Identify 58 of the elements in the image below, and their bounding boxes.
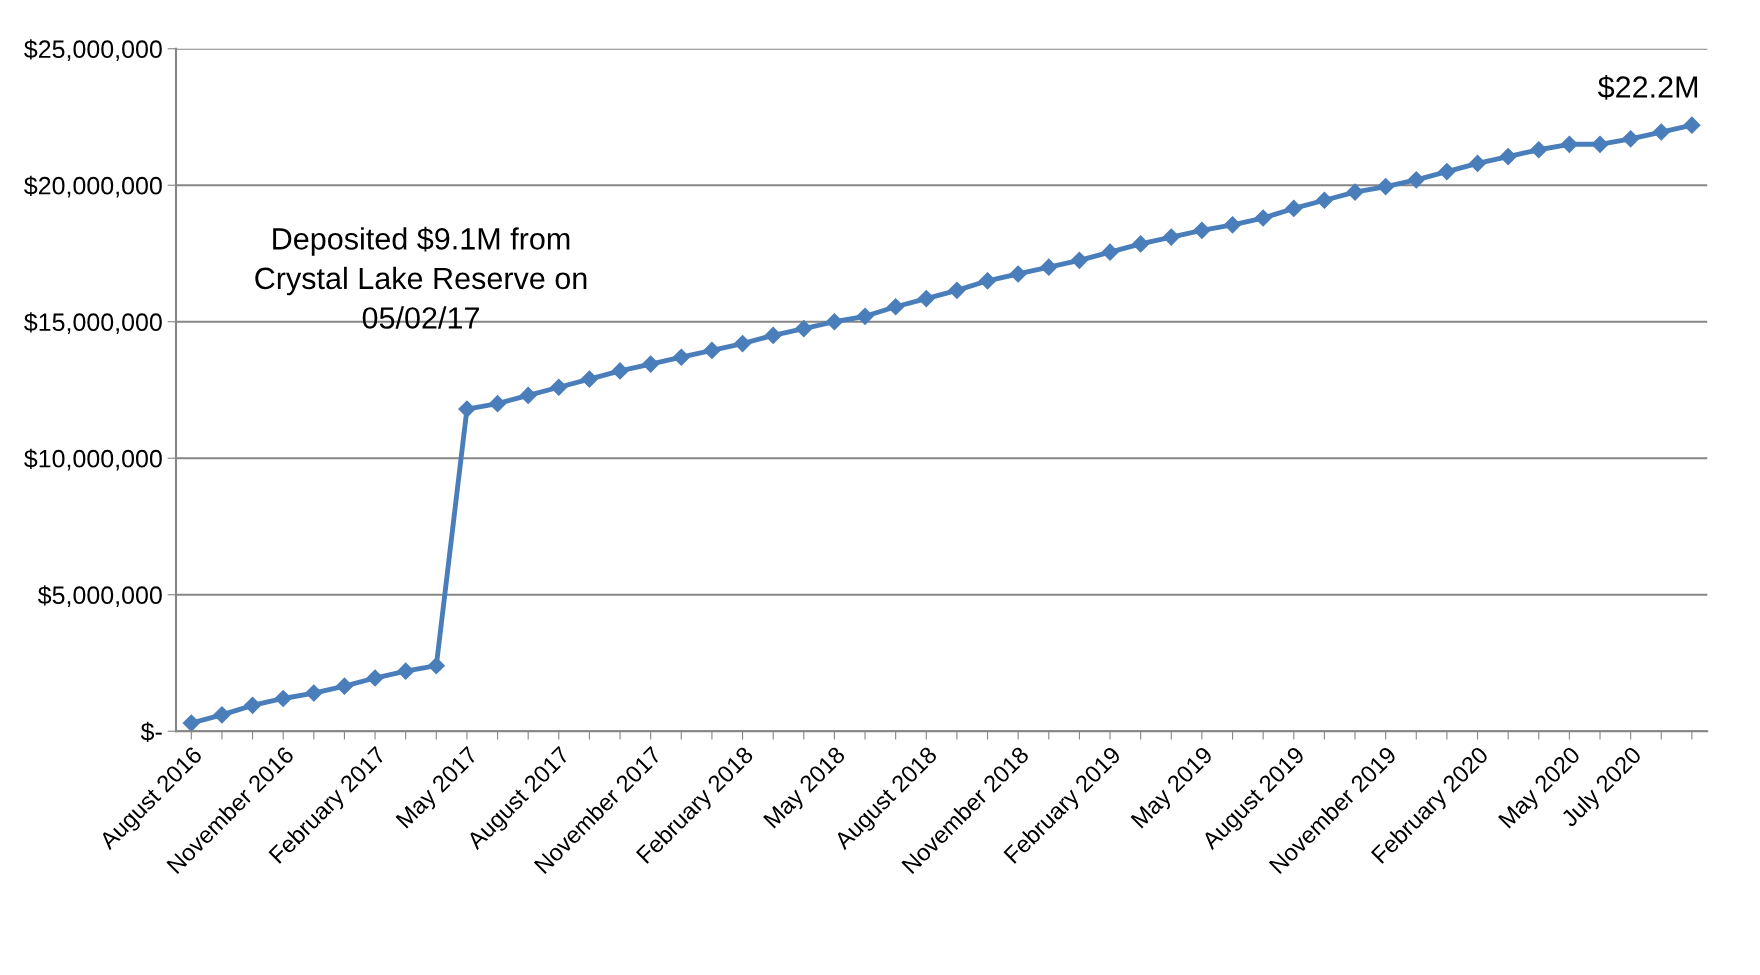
point — [550, 378, 568, 396]
point — [1622, 130, 1640, 148]
point — [458, 400, 476, 418]
point — [580, 370, 598, 388]
point — [1285, 199, 1303, 218]
point — [1223, 216, 1242, 234]
annotation: $22.2M — [1597, 74, 1698, 100]
point — [1315, 191, 1333, 209]
y-tick-label: $5,000,000 — [37, 585, 162, 608]
point — [397, 662, 415, 680]
y-tick-label: $25,000,000 — [24, 39, 162, 62]
point — [1162, 228, 1180, 246]
point — [795, 320, 813, 338]
point — [366, 669, 384, 687]
point — [1377, 178, 1395, 196]
point — [1040, 258, 1058, 276]
point — [642, 355, 660, 373]
point — [1530, 141, 1548, 159]
point — [825, 313, 843, 331]
point — [1009, 265, 1027, 283]
point — [335, 677, 353, 695]
point — [427, 657, 445, 675]
point — [213, 706, 231, 724]
y-tick-label: $20,000,000 — [24, 175, 162, 198]
point — [856, 307, 874, 325]
annotation: Deposited $9.1M from Crystal Lake Reserve on 05/02/17 — [255, 226, 587, 329]
point — [1101, 243, 1119, 261]
point — [182, 714, 200, 732]
y-tick-label: $10,000,000 — [24, 448, 162, 471]
point — [1468, 154, 1487, 172]
point — [1193, 221, 1211, 239]
point — [244, 696, 262, 714]
y-tick-label: $15,000,000 — [24, 312, 162, 335]
point — [519, 386, 537, 405]
point — [703, 341, 721, 359]
point — [1683, 116, 1701, 134]
point — [1591, 135, 1609, 153]
point — [1438, 163, 1456, 181]
point — [917, 289, 935, 308]
point — [1499, 148, 1517, 166]
point — [1346, 183, 1364, 201]
point — [978, 272, 997, 290]
point — [733, 335, 752, 353]
point — [305, 684, 323, 702]
y-tick-label: $- — [140, 721, 162, 743]
point — [764, 326, 782, 344]
point — [1407, 171, 1425, 189]
point — [1652, 123, 1670, 141]
point — [274, 689, 292, 708]
point — [1560, 135, 1578, 153]
point — [488, 395, 507, 413]
point — [1132, 235, 1150, 253]
point — [611, 362, 629, 380]
point — [887, 298, 905, 316]
point — [672, 348, 690, 366]
point — [1070, 251, 1088, 269]
point — [948, 281, 966, 299]
point — [1254, 209, 1272, 227]
